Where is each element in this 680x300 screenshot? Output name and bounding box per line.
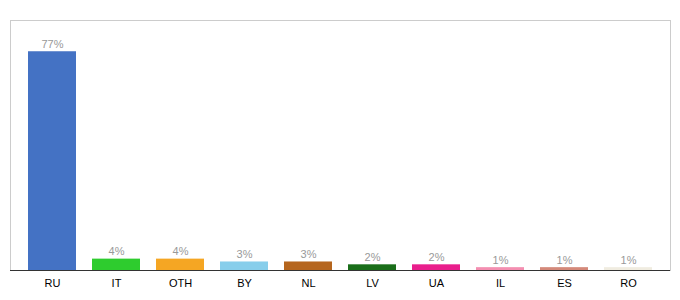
- svg-text:BY: BY: [237, 277, 252, 289]
- svg-text:77%: 77%: [41, 38, 63, 50]
- svg-text:IT: IT: [112, 277, 122, 289]
- svg-text:1%: 1%: [557, 254, 573, 266]
- svg-text:4%: 4%: [173, 245, 189, 257]
- svg-text:OTH: OTH: [169, 277, 192, 289]
- svg-text:1%: 1%: [493, 254, 509, 266]
- svg-text:UA: UA: [429, 277, 445, 289]
- svg-text:LV: LV: [366, 277, 379, 289]
- svg-text:3%: 3%: [237, 248, 253, 260]
- svg-text:1%: 1%: [621, 254, 637, 266]
- svg-text:2%: 2%: [429, 251, 445, 263]
- svg-text:ES: ES: [557, 277, 572, 289]
- svg-text:IL: IL: [496, 277, 505, 289]
- svg-text:NL: NL: [301, 277, 315, 289]
- svg-text:RU: RU: [45, 277, 61, 289]
- svg-text:3%: 3%: [301, 248, 317, 260]
- svg-text:4%: 4%: [109, 245, 125, 257]
- svg-text:2%: 2%: [365, 251, 381, 263]
- svg-text:RO: RO: [620, 277, 637, 289]
